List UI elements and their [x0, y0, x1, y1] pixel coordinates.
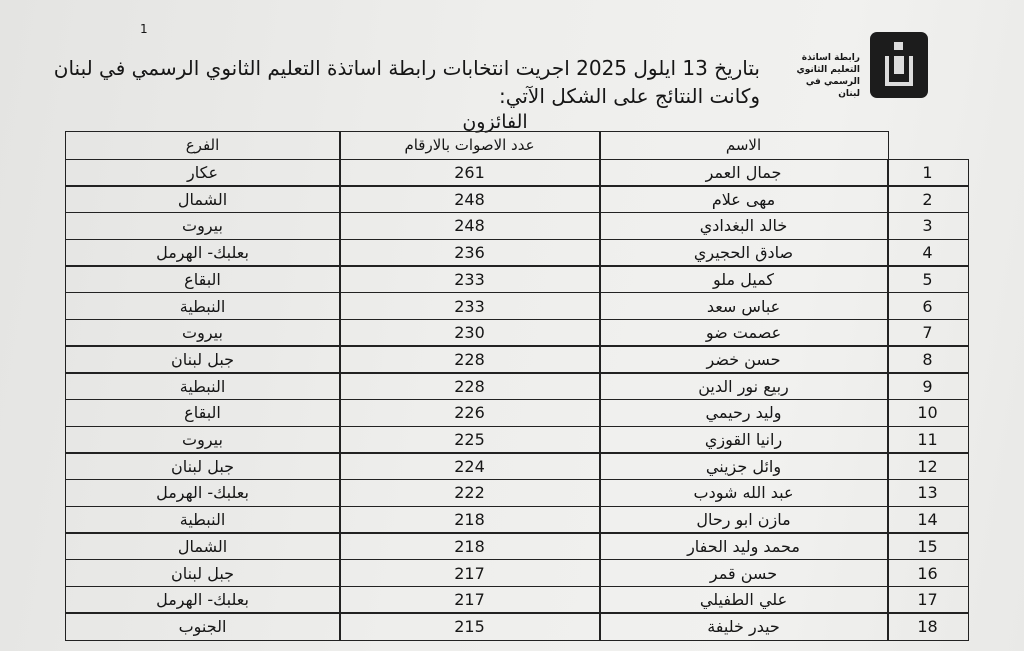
cell-votes: 228 — [338, 372, 601, 401]
cell-name: جمال العمر — [598, 158, 889, 187]
cell-branch: بعلبك- الهرمل — [64, 238, 341, 267]
cell-num: 16 — [886, 559, 969, 588]
cell-num: 17 — [886, 585, 969, 614]
cell-branch: النبطية — [64, 372, 341, 401]
cell-branch: بعلبك- الهرمل — [64, 478, 341, 508]
cell-name: عبد الله شودب — [598, 478, 889, 508]
cell-name: وائل جزيني — [598, 452, 889, 481]
cell-name: عباس سعد — [598, 292, 889, 321]
cell-name: كميل ملو — [598, 265, 889, 294]
cell-name: مهى علام — [598, 185, 889, 214]
cell-name: عصمت ضو — [598, 318, 889, 347]
heading-line-1: بتاريخ 13 ايلول 2025 اجريت انتخابات رابط… — [53, 56, 760, 80]
cell-name: حسن قمر — [598, 559, 889, 588]
cell-name: محمد وليد الحفار — [598, 532, 889, 561]
cell-num: 18 — [886, 612, 969, 641]
cell-branch: بيروت — [64, 211, 341, 241]
cell-branch: البقاع — [64, 265, 341, 294]
cell-num: 11 — [886, 425, 969, 454]
cell-votes: 248 — [338, 185, 601, 214]
cell-votes: 261 — [338, 158, 601, 187]
cell-name: صادق الحجيري — [598, 238, 889, 267]
cell-name: رانيا القوزي — [598, 425, 889, 454]
logo-text-line: الرسمي في لبنان — [805, 77, 860, 99]
cell-name: حيدر خليفة — [598, 612, 889, 641]
cell-num: 8 — [886, 345, 969, 374]
cell-branch: الجنوب — [64, 612, 341, 641]
cell-name: خالد البغدادي — [598, 211, 889, 241]
cell-name: مازن ابو رحال — [598, 505, 889, 534]
cell-votes: 222 — [338, 478, 601, 508]
cell-branch: بعلبك- الهرمل — [64, 585, 341, 614]
cell-num: 4 — [886, 238, 969, 267]
cell-branch: جبل لبنان — [64, 559, 341, 588]
header-name: الاسم — [598, 130, 889, 160]
cell-num: 2 — [886, 185, 969, 214]
cell-num: 13 — [886, 478, 969, 508]
header-votes: عدد الاصوات بالارقام — [338, 130, 601, 160]
cell-num: 15 — [886, 532, 969, 561]
cell-votes: 228 — [338, 345, 601, 374]
cell-num: 14 — [886, 505, 969, 534]
cell-num: 7 — [886, 318, 969, 347]
cell-branch: الشمال — [64, 185, 341, 214]
cell-branch: الشمال — [64, 532, 341, 561]
cell-votes: 225 — [338, 425, 601, 454]
cell-num: 5 — [886, 265, 969, 294]
header-branch: الفرع — [64, 130, 341, 160]
cell-num: 3 — [886, 211, 969, 241]
cell-branch: عكار — [64, 158, 341, 187]
cell-name: حسن خضر — [598, 345, 889, 374]
cell-name: علي الطفيلي — [598, 585, 889, 614]
logo-text-line: التعليم الثانوي — [796, 65, 860, 75]
cell-branch: النبطية — [64, 292, 341, 321]
cell-votes: 226 — [338, 398, 601, 427]
cell-branch: جبل لبنان — [64, 452, 341, 481]
cell-branch: النبطية — [64, 505, 341, 534]
cell-votes: 217 — [338, 585, 601, 614]
logo-text: رابطة اساتذة التعليم الثانوي الرسمي في ل… — [784, 52, 860, 100]
cell-num: 10 — [886, 398, 969, 427]
cell-branch: بيروت — [64, 318, 341, 347]
heading-line-2: وكانت النتائج على الشكل الآتي: — [498, 84, 760, 108]
cell-votes: 217 — [338, 559, 601, 588]
cell-votes: 218 — [338, 505, 601, 534]
logo-text-line: رابطة اساتذة — [801, 53, 860, 63]
page-number: 1 — [140, 22, 148, 36]
cell-votes: 230 — [338, 318, 601, 347]
cell-votes: 233 — [338, 292, 601, 321]
cell-branch: جبل لبنان — [64, 345, 341, 374]
cell-votes: 236 — [338, 238, 601, 267]
cell-votes: 248 — [338, 211, 601, 241]
association-logo — [870, 32, 928, 98]
cell-num: 1 — [886, 158, 969, 187]
cell-num: 6 — [886, 292, 969, 321]
cell-votes: 218 — [338, 532, 601, 561]
cell-votes: 233 — [338, 265, 601, 294]
cell-num: 9 — [886, 372, 969, 401]
cell-name: وليد رحيمي — [598, 398, 889, 427]
table-title: الفائزون — [462, 111, 528, 133]
cell-num: 12 — [886, 452, 969, 481]
cell-branch: البقاع — [64, 398, 341, 427]
cell-name: ربيع نور الدين — [598, 372, 889, 401]
cell-votes: 215 — [338, 612, 601, 641]
cell-branch: بيروت — [64, 425, 341, 454]
cell-votes: 224 — [338, 452, 601, 481]
